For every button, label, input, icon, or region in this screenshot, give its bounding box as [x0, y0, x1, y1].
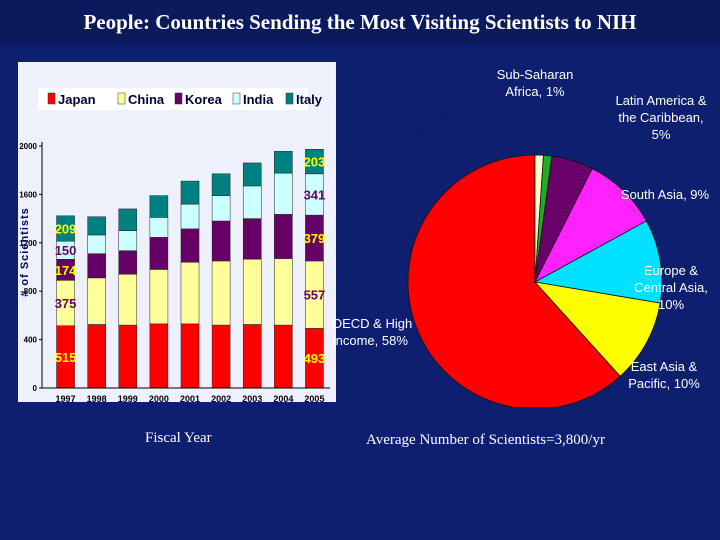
bar-japan-1998 [87, 324, 106, 389]
bar-china-1998 [87, 277, 106, 325]
bar-italy-2004 [274, 151, 293, 174]
bar-china-2002 [211, 260, 231, 326]
data-label: 174 [55, 263, 77, 278]
bar-japan-2000 [149, 323, 169, 389]
bar-italy-1998 [87, 216, 106, 236]
pie-slice-4 [534, 168, 647, 283]
bar-japan-2003 [242, 324, 262, 389]
pie-chart [407, 154, 663, 410]
y-axis: 0 400 800 1200 1600 2000 [19, 142, 43, 393]
pie-label-south-asia: South Asia, 9% [620, 187, 710, 202]
y-tick-label: 800 [24, 287, 38, 296]
bar-italy-2005 [305, 149, 324, 175]
x-tick-label: 1997 [56, 394, 76, 402]
legend-box [38, 88, 308, 110]
y-tick-label: 1600 [19, 190, 37, 199]
data-label: 375 [55, 296, 77, 311]
bar-italy-2001 [180, 180, 200, 205]
x-axis-caption: Fiscal Year [145, 430, 212, 446]
x-tick-label: 2003 [242, 394, 262, 402]
pie-slice-0 [407, 154, 621, 410]
x-tick-label: 2001 [180, 394, 200, 402]
bar-china-1999 [118, 274, 138, 326]
data-label: 515 [55, 350, 77, 365]
x-tick-label: 2000 [149, 394, 169, 402]
bar-chart-panel: Japan China Korea India Italy 0 400 800 1200 160… [18, 62, 336, 404]
pie-slice-6 [533, 281, 661, 377]
x-tick-label: 1999 [118, 394, 138, 402]
bar-india-1999 [118, 230, 138, 251]
chart-legend: Japan China Korea India Italy [38, 88, 323, 110]
bars: 515 375 174 150 209 493 557 379 341 203 [55, 149, 326, 389]
slide-title: People: Countries Sending the Most Visit… [0, 0, 720, 44]
bar-japan-1999 [118, 324, 138, 389]
bar-italy-1997 [56, 215, 75, 242]
legend-swatch-korea [174, 92, 183, 105]
y-tick-label: 1200 [19, 239, 37, 248]
legend-label-italy: Italy [296, 92, 323, 107]
data-label: 557 [304, 288, 326, 303]
pie-label-east-asia: East Asia & Pacific, 10% [628, 359, 700, 391]
pie-caption: Average Number of Scientists=3,800/yr [366, 432, 605, 448]
bar-chart: Japan China Korea India Italy 0 400 800 1200 160… [19, 88, 330, 404]
bar-japan-2001 [180, 323, 200, 389]
bar-korea-2000 [149, 237, 169, 270]
bar-korea-2003 [242, 218, 262, 260]
bar-india-2002 [211, 195, 231, 222]
pie-label-sub-saharan: Sub-Saharan Africa, 1% [480, 66, 590, 100]
bar-china-2001 [180, 261, 200, 325]
y-tick-label: 400 [24, 336, 38, 345]
bar-india-2004 [274, 172, 293, 215]
x-tick-label: 2002 [211, 394, 231, 402]
legend-label-korea: Korea [185, 92, 223, 107]
x-axis: 1997 1998 1999 2000 2001 2002 2003 2004 2005 [42, 387, 330, 404]
legend-swatch-india [232, 92, 241, 105]
bar-italy-2003 [242, 162, 262, 187]
data-label: 150 [55, 243, 77, 258]
pie-label-latin-america: Latin America & the Caribbean, 5% [615, 93, 707, 142]
bar-japan-2002 [211, 324, 231, 389]
bar-korea-1998 [87, 253, 106, 279]
data-label: 203 [304, 155, 326, 170]
bar-india-2001 [180, 203, 200, 230]
legend-swatch-japan [47, 92, 56, 105]
bar-italy-2002 [211, 173, 231, 196]
bar-india-2003 [242, 185, 262, 219]
pie-slice-5 [533, 220, 663, 304]
legend-swatch-italy [285, 92, 294, 105]
pie-label-oecd: OECD & High Income, 58% [332, 316, 413, 348]
y-axis-label: # of Scientists [19, 207, 31, 297]
bar-india-1998 [87, 234, 106, 254]
legend-label-china: China [128, 92, 165, 107]
pie-chart-panel: Middle East & North Africa, 1% Sub-Sahar… [332, 62, 720, 410]
pie-label-europe: Europe & Central Asia, 10% [634, 263, 708, 312]
y-tick-label: 2000 [19, 142, 37, 151]
bar-korea-2004 [274, 214, 293, 259]
bar-korea-2002 [211, 220, 231, 262]
legend-swatch-china [117, 92, 126, 105]
bar-china-2004 [274, 258, 293, 326]
data-label: 209 [55, 221, 77, 236]
bar-italy-2000 [149, 195, 169, 218]
x-tick-label: 1998 [87, 394, 107, 402]
legend-label-japan: Japan [58, 92, 96, 107]
data-label: 493 [304, 351, 326, 366]
legend-label-india: India [243, 92, 274, 107]
bar-japan-2004 [274, 324, 293, 389]
bar-korea-2001 [180, 228, 200, 263]
x-tick-label: 2005 [304, 394, 324, 402]
y-tick-label: 0 [33, 384, 38, 393]
data-label: 379 [304, 231, 326, 246]
data-label: 341 [304, 187, 326, 202]
bar-korea-1999 [118, 250, 138, 275]
bar-india-2000 [149, 217, 169, 238]
bar-italy-1999 [118, 208, 138, 231]
x-tick-label: 2004 [273, 394, 293, 402]
bar-china-2000 [149, 269, 169, 325]
pie-label-middle-east: Middle East & North Africa, 1% [376, 89, 458, 138]
bar-china-2003 [242, 258, 262, 325]
